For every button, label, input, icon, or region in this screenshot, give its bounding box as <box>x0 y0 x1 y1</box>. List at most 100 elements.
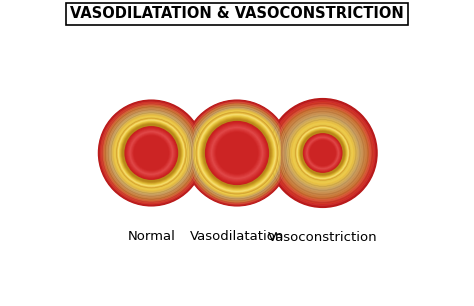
Circle shape <box>125 127 177 179</box>
Circle shape <box>116 118 186 188</box>
Circle shape <box>184 100 290 206</box>
Circle shape <box>301 131 345 175</box>
Circle shape <box>104 106 199 200</box>
Circle shape <box>201 118 273 188</box>
Circle shape <box>307 137 339 169</box>
Circle shape <box>268 98 378 208</box>
Circle shape <box>105 106 198 200</box>
Circle shape <box>273 104 372 202</box>
Circle shape <box>111 112 192 194</box>
Circle shape <box>112 114 191 192</box>
Circle shape <box>306 136 339 170</box>
Circle shape <box>194 110 280 196</box>
Circle shape <box>114 116 189 190</box>
Circle shape <box>134 136 169 170</box>
Circle shape <box>300 130 346 176</box>
Circle shape <box>100 102 202 204</box>
Circle shape <box>278 108 367 198</box>
Circle shape <box>297 127 348 179</box>
Circle shape <box>212 128 262 178</box>
Circle shape <box>110 112 192 194</box>
Circle shape <box>296 126 350 180</box>
Circle shape <box>126 128 176 178</box>
Circle shape <box>101 103 201 203</box>
Circle shape <box>103 105 200 201</box>
Circle shape <box>298 128 347 178</box>
Circle shape <box>117 118 186 188</box>
Circle shape <box>122 123 181 183</box>
Circle shape <box>206 122 268 184</box>
Circle shape <box>98 99 205 207</box>
Circle shape <box>207 123 267 183</box>
Circle shape <box>287 118 358 188</box>
Circle shape <box>190 106 284 200</box>
Circle shape <box>284 114 362 192</box>
Circle shape <box>209 125 265 181</box>
Circle shape <box>272 102 374 204</box>
Circle shape <box>201 116 273 190</box>
Circle shape <box>282 113 363 193</box>
Circle shape <box>118 120 184 186</box>
Circle shape <box>196 112 278 194</box>
Circle shape <box>269 99 376 207</box>
Circle shape <box>187 103 287 203</box>
Circle shape <box>208 124 266 182</box>
Circle shape <box>115 117 188 189</box>
Circle shape <box>288 118 357 188</box>
Circle shape <box>192 108 282 198</box>
Circle shape <box>108 110 195 196</box>
Circle shape <box>184 101 290 205</box>
Circle shape <box>295 125 350 181</box>
Circle shape <box>290 120 356 186</box>
Circle shape <box>285 116 360 190</box>
Circle shape <box>188 103 286 203</box>
Circle shape <box>297 128 348 178</box>
Circle shape <box>107 109 195 197</box>
Circle shape <box>211 127 263 179</box>
Circle shape <box>113 114 190 192</box>
Circle shape <box>276 107 369 199</box>
Circle shape <box>200 116 274 190</box>
Circle shape <box>105 107 197 199</box>
Circle shape <box>203 119 271 187</box>
Circle shape <box>100 102 203 204</box>
Circle shape <box>183 99 291 207</box>
Circle shape <box>305 136 340 170</box>
Circle shape <box>121 123 182 183</box>
Circle shape <box>281 111 365 195</box>
Circle shape <box>189 105 285 201</box>
Circle shape <box>132 134 171 172</box>
Circle shape <box>309 139 337 167</box>
Circle shape <box>120 122 182 184</box>
Circle shape <box>195 111 279 195</box>
Circle shape <box>133 135 170 171</box>
Circle shape <box>290 121 355 185</box>
Circle shape <box>186 103 288 203</box>
Circle shape <box>305 135 341 171</box>
Circle shape <box>191 107 283 199</box>
Circle shape <box>106 108 197 198</box>
Circle shape <box>299 129 346 177</box>
Circle shape <box>122 124 181 182</box>
Circle shape <box>293 123 353 183</box>
Circle shape <box>296 126 349 180</box>
Circle shape <box>286 117 359 189</box>
Circle shape <box>268 99 377 207</box>
Circle shape <box>214 130 260 176</box>
Text: Vasoconstriction: Vasoconstriction <box>268 231 377 244</box>
Circle shape <box>116 117 187 189</box>
Circle shape <box>280 110 365 196</box>
Circle shape <box>113 115 189 191</box>
Circle shape <box>109 110 194 196</box>
Circle shape <box>210 126 264 180</box>
Circle shape <box>109 111 193 195</box>
Circle shape <box>194 110 280 196</box>
Circle shape <box>215 131 259 175</box>
Circle shape <box>300 130 346 176</box>
Circle shape <box>185 101 289 205</box>
Circle shape <box>111 113 191 193</box>
Circle shape <box>196 112 278 194</box>
Circle shape <box>277 108 368 198</box>
Circle shape <box>198 114 276 192</box>
Circle shape <box>191 106 283 200</box>
